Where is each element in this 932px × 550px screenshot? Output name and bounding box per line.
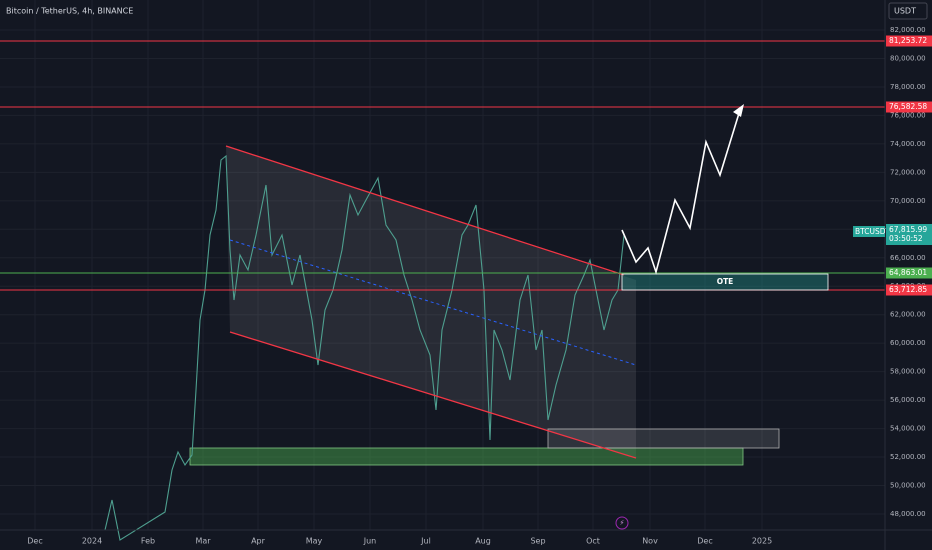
projection-path <box>621 109 741 275</box>
price-label: 60,000.00 <box>890 339 926 347</box>
price-label: 70,000.00 <box>890 197 926 205</box>
time-label: Nov <box>642 537 658 546</box>
price-label: 78,000.00 <box>890 83 926 91</box>
support-box <box>547 428 780 449</box>
price-label: 52,000.00 <box>890 453 926 461</box>
price-line-tag <box>886 284 932 296</box>
price-label: 62,000.00 <box>890 311 926 319</box>
ote-zone <box>621 273 829 291</box>
price-line-label: 81,253.72 <box>889 36 927 45</box>
time-label: Sep <box>530 537 545 546</box>
channel-upper <box>225 145 625 276</box>
price-label: 66,000.00 <box>890 254 926 262</box>
price-series <box>104 154 625 541</box>
event-symbol[interactable]: ⚡ <box>620 519 625 527</box>
ticker-tag <box>853 226 885 237</box>
price-label: 54,000.00 <box>890 425 926 433</box>
grid <box>0 0 885 530</box>
time-label: Jul <box>420 537 431 546</box>
chart-title: Bitcoin / TetherUS, 4h, BINANCE <box>6 7 133 16</box>
price-line-tag <box>886 267 932 279</box>
time-label: Apr <box>251 537 266 546</box>
event-icon[interactable] <box>615 516 629 530</box>
price-label: 80,000.00 <box>890 54 926 62</box>
price-label: 72,000.00 <box>890 168 926 176</box>
price-line-tag <box>886 101 932 113</box>
price-tag <box>886 224 932 245</box>
price-line-label: 64,863.01 <box>889 268 927 277</box>
ote-label: OTE <box>717 277 734 286</box>
price-label: 82,000.00 <box>890 26 926 34</box>
time-label: 2024 <box>82 537 102 546</box>
price-line-label: 76,582.58 <box>889 102 927 111</box>
channel-lower <box>229 331 637 459</box>
price-label: 56,000.00 <box>890 396 926 404</box>
price-label: 76,000.00 <box>890 111 926 119</box>
ticker-symbol: BTCUSDT <box>855 227 891 236</box>
price-label: 50,000.00 <box>890 482 926 490</box>
time-label: Feb <box>141 537 155 546</box>
price-label: 48,000.00 <box>890 510 926 518</box>
time-label: Aug <box>475 537 491 546</box>
price-line-tag <box>886 35 932 47</box>
ticker-countdown: 03:50:52 <box>889 234 923 243</box>
projection-arrow <box>733 104 744 117</box>
time-label: Oct <box>586 537 600 546</box>
time-label: Jun <box>363 537 377 546</box>
time-label: May <box>306 537 323 546</box>
time-label: Dec <box>27 537 42 546</box>
channel-midline <box>229 239 637 366</box>
price-label: 58,000.00 <box>890 368 926 376</box>
time-label: Dec <box>697 537 712 546</box>
demand-zone <box>189 447 744 466</box>
ticker-price: 67,815.99 <box>889 225 927 234</box>
price-line-label: 63,712.85 <box>889 285 927 294</box>
time-label: Mar <box>195 537 211 546</box>
currency[interactable]: USDT <box>894 7 916 16</box>
price-label: 74,000.00 <box>890 140 926 148</box>
time-label: 2025 <box>752 537 772 546</box>
currency-button[interactable] <box>888 2 928 20</box>
